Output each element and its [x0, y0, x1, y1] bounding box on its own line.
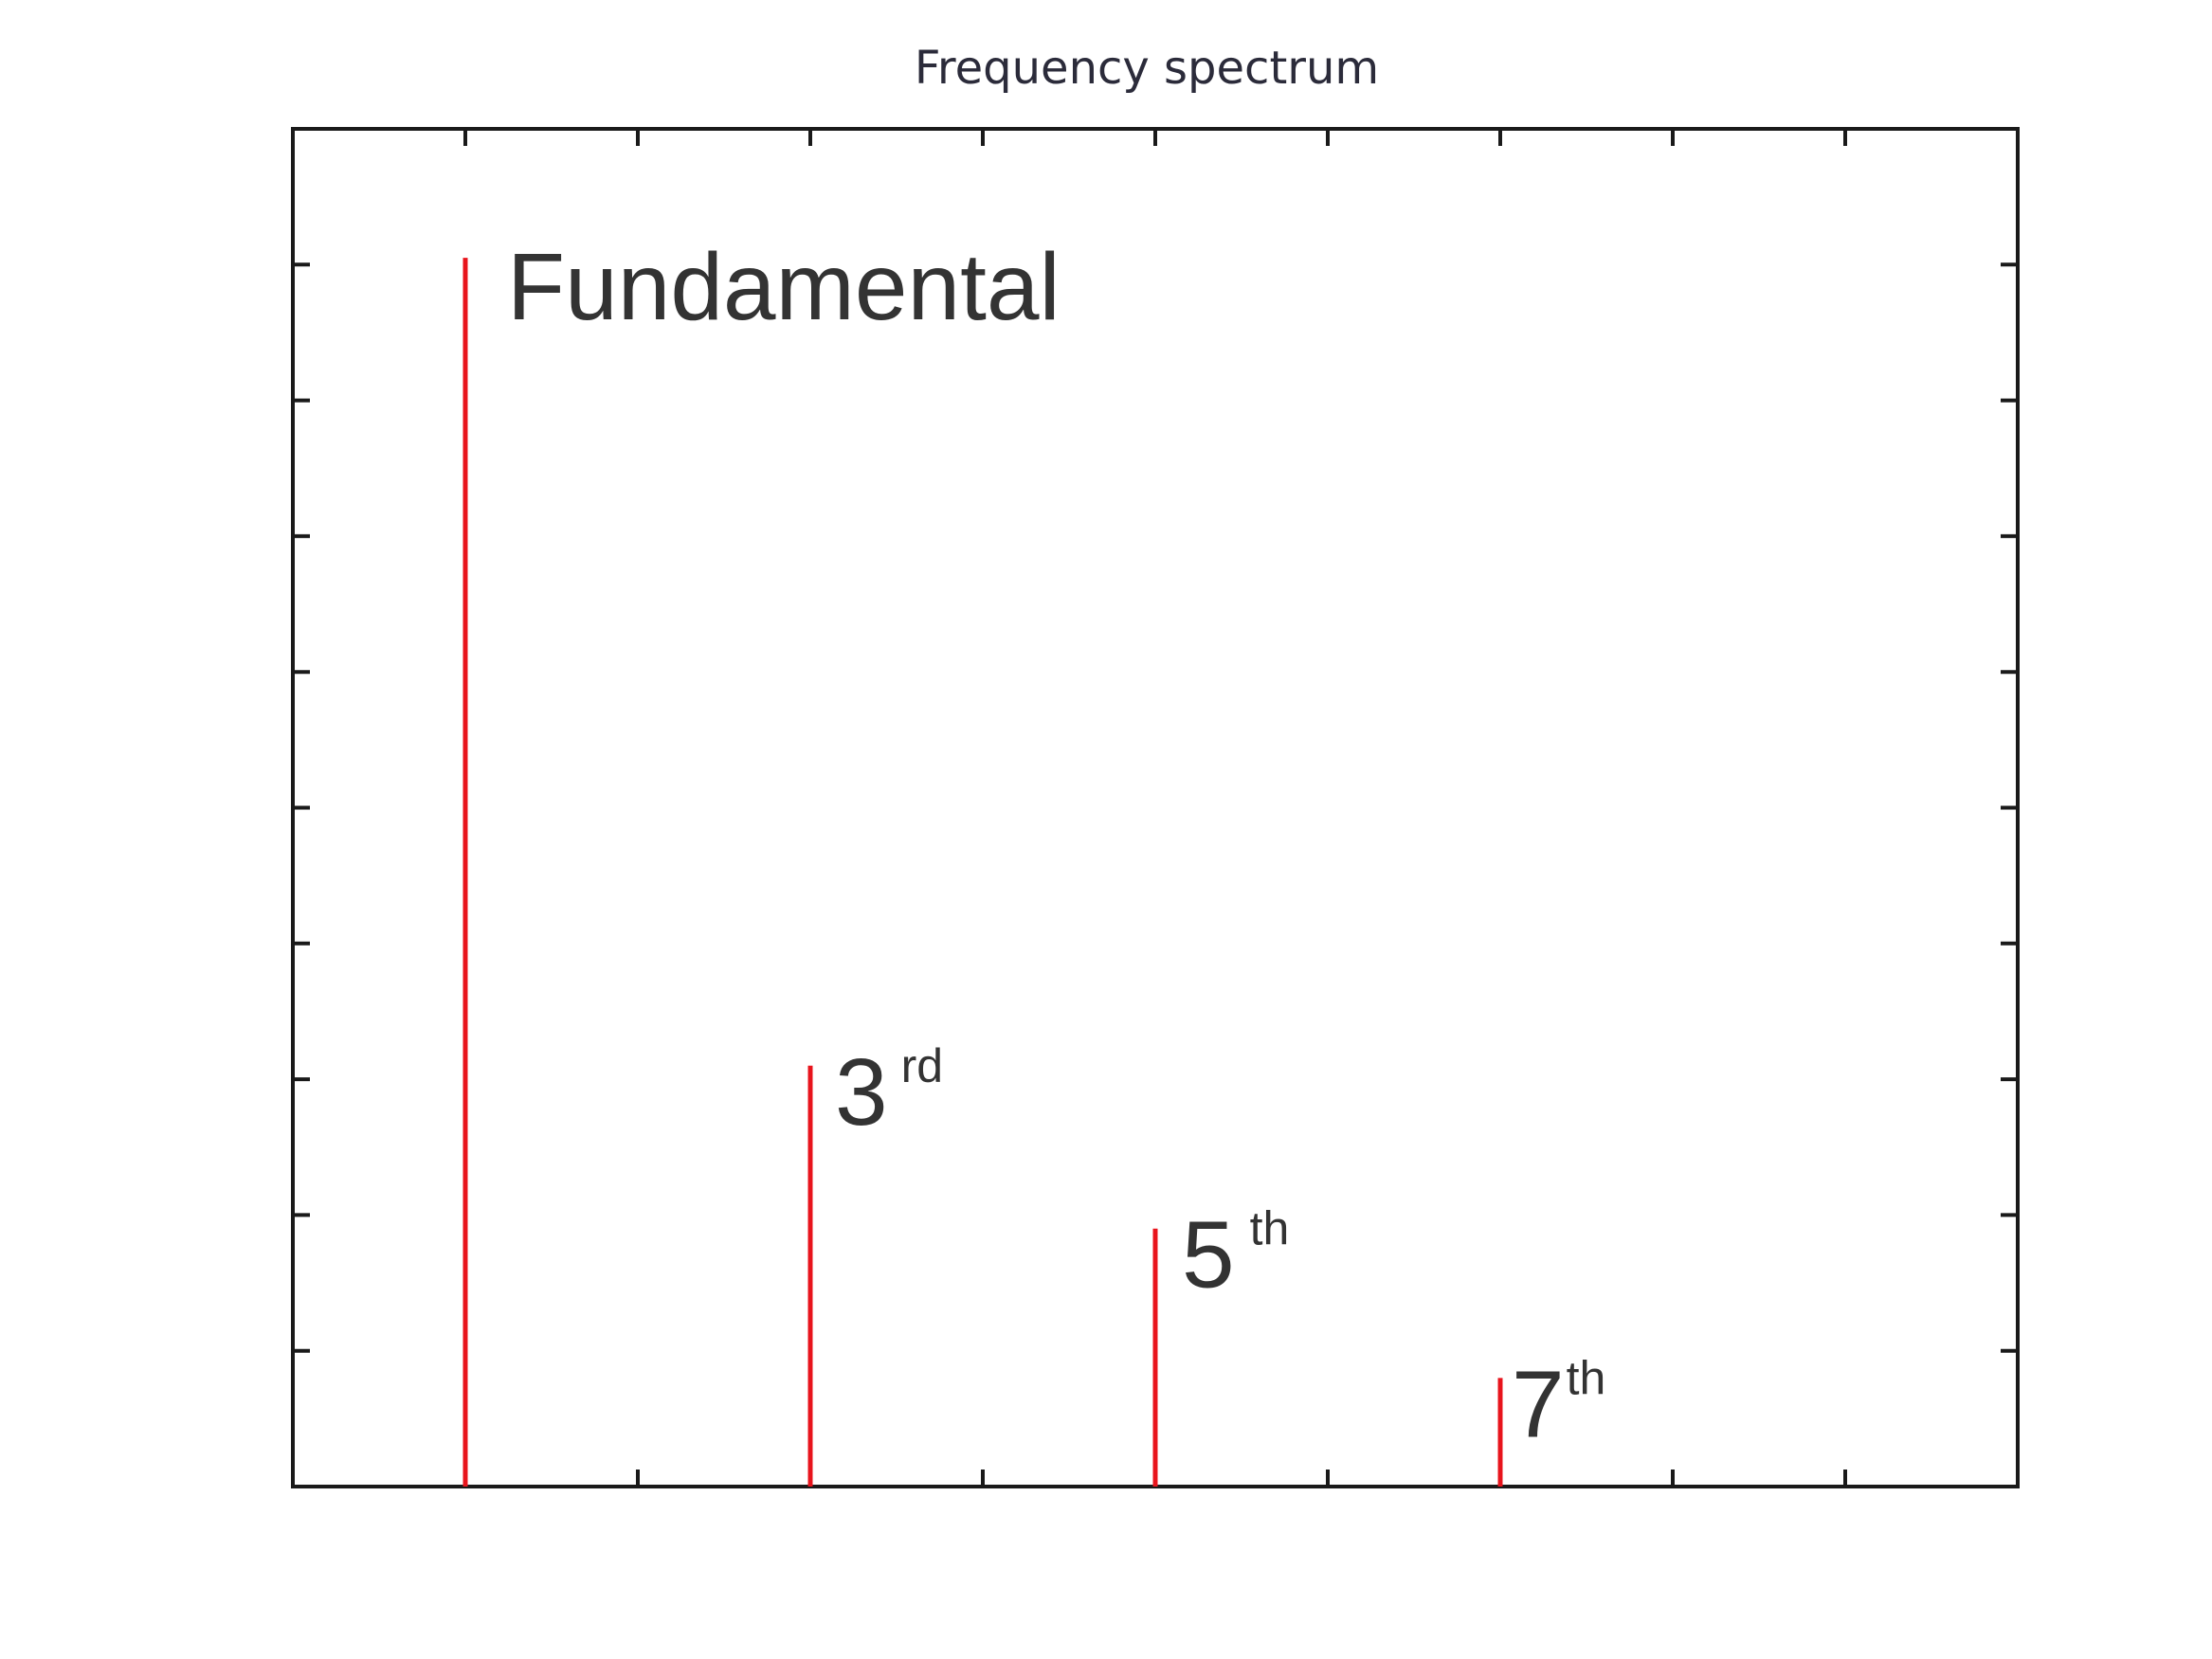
harmonic-label-suffix: th [1250, 1202, 1290, 1255]
harmonic-label: Fundamental [507, 234, 1061, 340]
harmonic-label-base: 3 [835, 1039, 888, 1145]
harmonic-label: 5 th [1182, 1202, 1289, 1308]
harmonic-label-base: 7 [1512, 1351, 1565, 1457]
harmonic-label-base: 5 [1182, 1202, 1235, 1308]
harmonic-label-suffix: rd [901, 1039, 943, 1092]
spectrum-stems [462, 258, 1503, 1487]
chart-title: Frequency spectrum [915, 42, 1379, 95]
harmonic-label: 7th [1512, 1351, 1605, 1457]
harmonic-label-suffix: th [1567, 1351, 1606, 1404]
harmonic-label-base: Fundamental [507, 234, 1061, 340]
